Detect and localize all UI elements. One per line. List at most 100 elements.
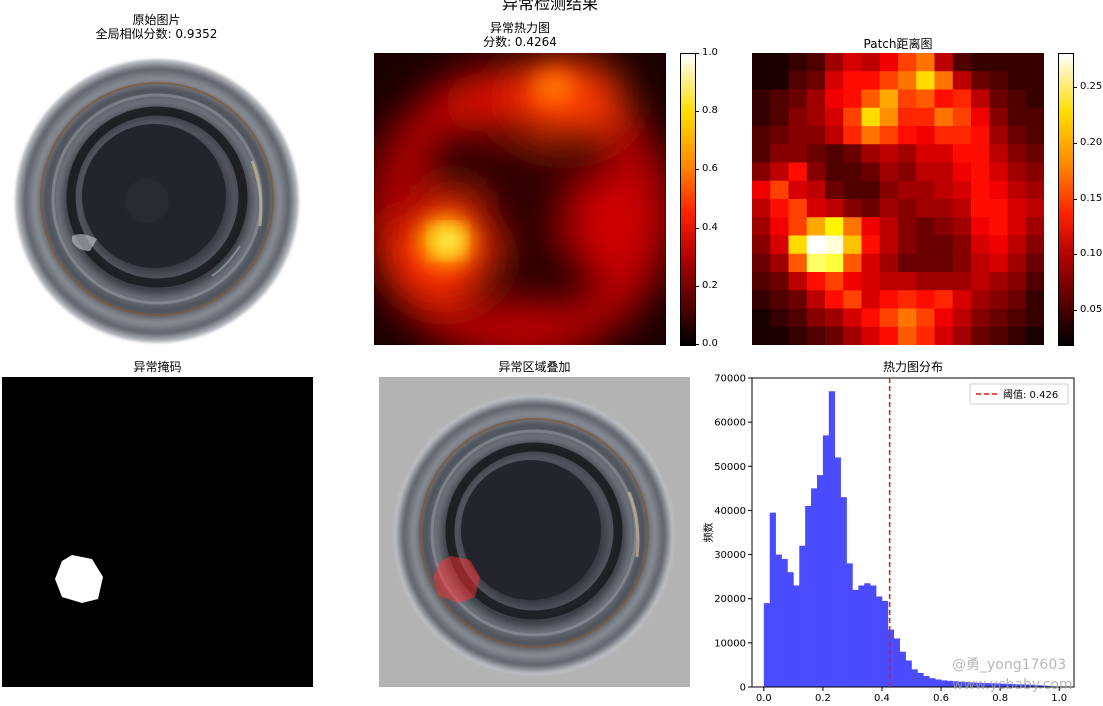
patch-cell: [770, 235, 789, 255]
y-tick-label: 70000: [714, 374, 746, 385]
patch-distance-svg: [752, 53, 1044, 345]
patch-cell: [1007, 272, 1027, 291]
patch-colorbar-tick-mark: [1073, 254, 1077, 255]
histogram-bar: [876, 596, 883, 687]
heatmap-colorbar-tick-mark: [695, 228, 699, 229]
mask-title: 异常掩码: [2, 360, 313, 374]
patch-cell: [788, 144, 808, 163]
overlay-title-text: 异常区域叠加: [498, 360, 571, 374]
patch-cell: [1007, 290, 1027, 309]
patch-cell: [770, 71, 789, 90]
patch-cell: [825, 235, 844, 255]
histogram-bar: [870, 585, 877, 687]
patch-cell: [825, 199, 844, 218]
histogram-bar: [1035, 685, 1042, 687]
patch-cell: [825, 71, 844, 90]
patch-cell: [989, 144, 1008, 163]
histogram-bar: [1011, 684, 1019, 687]
heatmap-colorbar-tick-label: 0.4: [702, 222, 718, 233]
histogram-bar: [781, 558, 788, 687]
patch-cell: [879, 253, 899, 273]
patch-cell: [806, 272, 826, 291]
patch-cell: [788, 89, 808, 109]
patch-colorbar-tick-mark: [1073, 143, 1077, 144]
histogram-bar: [958, 681, 965, 687]
patch-cell: [825, 180, 844, 200]
histogram-bar: [805, 506, 812, 687]
patch-cell: [752, 126, 771, 145]
watermark-line1: @勇_yong17603: [952, 657, 1067, 673]
patch-cell: [1025, 308, 1044, 328]
y-tick-label: 10000: [714, 638, 746, 649]
patch-cell: [934, 144, 954, 163]
y-tick-label: 60000: [714, 418, 746, 429]
patch-cell: [1025, 272, 1044, 291]
patch-cell: [861, 253, 881, 273]
patch-cell: [934, 326, 954, 345]
patch-cell: [770, 162, 789, 182]
patch-cell: [971, 253, 990, 273]
patch-cell: [825, 144, 844, 163]
patch-cell: [1025, 162, 1044, 182]
patch-cell: [971, 199, 990, 218]
patch-cell: [752, 71, 771, 90]
histogram-bar: [864, 583, 871, 687]
patch-cell: [916, 144, 935, 163]
patch-cell: [916, 235, 935, 255]
patch-cell: [806, 89, 826, 109]
patch-cell: [788, 290, 808, 309]
patch-cell: [861, 107, 881, 127]
patch-cell: [752, 235, 771, 255]
heatmap-colorbar-tick-label: 0.8: [702, 105, 718, 116]
patch-cell: [806, 162, 826, 182]
patch-cell: [861, 217, 881, 236]
patch-cell: [861, 126, 881, 145]
patch-cell: [1025, 71, 1044, 90]
anomaly-mask: [2, 377, 313, 687]
patch-cell: [788, 253, 808, 273]
patch-cell: [770, 253, 789, 273]
patch-cell: [770, 326, 789, 345]
patch-cell: [989, 126, 1008, 145]
patch-cell: [752, 326, 771, 345]
histogram-title: 热力图分布: [752, 360, 1074, 374]
patch-cell: [898, 180, 917, 200]
patch-cell: [1025, 290, 1044, 309]
patch-cell: [861, 308, 881, 328]
patch-cell: [916, 308, 935, 328]
histogram-bar: [952, 681, 960, 687]
patch-cell: [1025, 253, 1044, 273]
patch-cell: [879, 53, 899, 72]
patch-cell: [788, 199, 808, 218]
patch-cell: [861, 235, 881, 255]
patch-cell: [952, 53, 972, 72]
patch-cell: [952, 107, 972, 127]
histogram-chart: 0 10000 20000 30000 40000 50000 60000 70000 0.0 0…: [702, 374, 1075, 704]
patch-cell: [952, 126, 972, 145]
patch-cell: [770, 180, 789, 200]
heatmap-title: 异常热力图 分数: 0.4264: [374, 21, 666, 49]
patch-cell: [989, 71, 1008, 90]
anomaly-overlay: [379, 377, 690, 687]
patch-cell: [989, 89, 1008, 109]
histogram-bar: [887, 629, 895, 687]
patch-cell: [788, 217, 808, 236]
y-tick-label: 0: [740, 683, 746, 694]
patch-title: Patch距离图: [752, 37, 1044, 51]
y-tick-label: 40000: [714, 506, 746, 517]
patch-cell: [879, 217, 899, 236]
patch-cell: [843, 162, 862, 182]
patch-cell: [934, 290, 954, 309]
patch-cell: [952, 144, 972, 163]
patch-cell: [916, 162, 935, 182]
histogram-bar: [816, 475, 824, 687]
patch-cell: [770, 53, 789, 72]
patch-cell: [843, 126, 862, 145]
histogram-bar: [1029, 684, 1036, 687]
patch-distance-map: [752, 53, 1044, 345]
patch-cell: [879, 126, 899, 145]
patch-cell: [989, 53, 1008, 72]
patch-cell: [1007, 253, 1027, 273]
patch-cell: [843, 308, 862, 328]
histogram-bar: [852, 589, 859, 687]
